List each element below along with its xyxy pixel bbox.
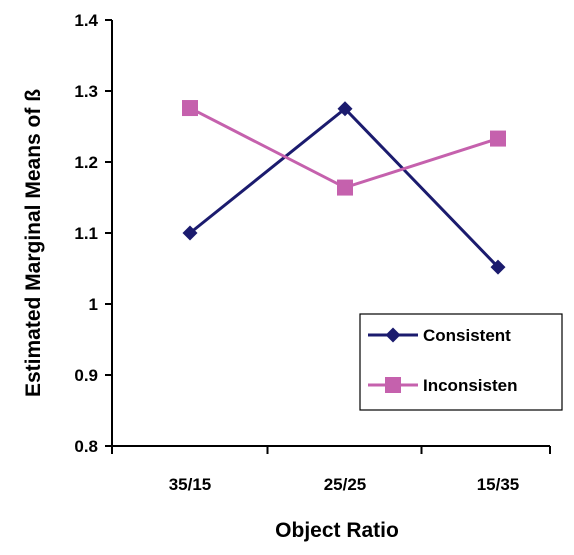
y-tick-label: 1.4 [74,11,98,30]
y-tick-label: 1.2 [74,153,98,172]
series-line-inconsisten [189,106,499,190]
y-ticks: 0.8 0.9 1 1.1 1.2 1.3 1.4 [74,11,112,456]
data-point-inconsisten [182,100,198,117]
data-point-inconsisten [490,130,506,147]
legend: Consistent Inconsisten [359,313,563,411]
y-axis-title: Estimated Marginal Means of ß [22,89,45,397]
y-tick-label: 1.1 [74,224,98,243]
data-point-inconsisten [337,179,353,196]
y-tick-label: 1.3 [74,82,98,101]
data-point-consistent [337,101,353,117]
y-tick-label: 0.9 [74,366,98,385]
y-tick-label: 0.8 [74,437,98,456]
series-layer [182,100,506,275]
x-ticks: 35/15 25/25 15/35 [111,446,551,494]
data-point-consistent [182,225,198,241]
legend-marker [385,327,401,343]
data-point-consistent [490,259,506,275]
legend-box [359,313,563,411]
x-tick-label: 25/25 [324,475,367,494]
x-axis-title: Object Ratio [275,519,399,542]
x-tick-label: 15/35 [477,475,520,494]
x-tick-label: 35/15 [169,475,212,494]
y-tick-label: 1 [89,295,98,314]
legend-label: Inconsisten [423,376,517,395]
legend-label: Consistent [423,326,511,345]
legend-marker [385,377,401,393]
